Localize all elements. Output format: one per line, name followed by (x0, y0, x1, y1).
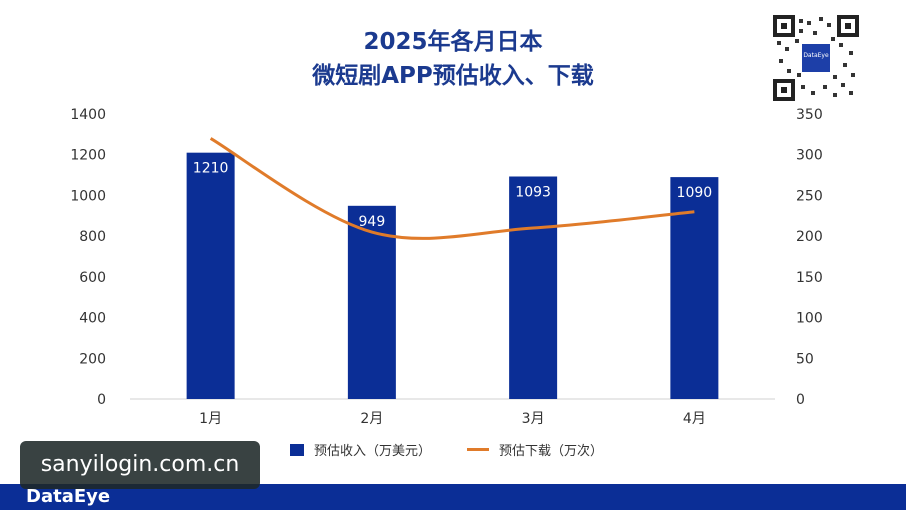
legend-line-swatch (467, 448, 490, 451)
left-axis-tick: 800 (79, 229, 106, 245)
legend-line-label: 预估下载（万次） (499, 444, 604, 459)
revenue-bar-label: 1090 (677, 185, 713, 201)
legend-bar-swatch (290, 443, 304, 456)
x-axis-tick: 3月 (522, 411, 545, 427)
left-axis-tick: 1200 (70, 148, 106, 164)
revenue-bar (509, 176, 558, 399)
combo-chart: 0 200 400 600 800 1000 1200 1400 0 50 100 150 200 25… (70, 107, 823, 427)
left-axis-tick: 0 (97, 392, 106, 408)
right-axis-tick: 100 (796, 311, 823, 327)
revenue-bar (347, 205, 396, 399)
left-axis-tick: 1000 (70, 188, 106, 204)
x-axis-tick: 2月 (360, 411, 383, 427)
right-axis-tick: 50 (796, 351, 814, 367)
watermark-banner: sanyilogin.com.cn (20, 441, 260, 489)
right-axis-tick: 300 (796, 148, 823, 164)
qr-code-icon (773, 15, 859, 101)
downloads-line (209, 137, 695, 240)
left-axis-tick: 600 (79, 270, 106, 286)
right-axis-tick: 0 (796, 392, 805, 408)
x-axis-tick: 1月 (199, 411, 222, 427)
revenue-bar-label: 1210 (193, 161, 229, 177)
revenue-bar (186, 152, 235, 399)
x-axis-tick: 4月 (683, 411, 706, 427)
chart-title-line2: 微短剧APP预估收入、下载 (312, 63, 594, 89)
revenue-bar (670, 177, 719, 399)
footer-brand: DataEye (26, 486, 111, 507)
revenue-bar-label: 949 (359, 214, 386, 230)
right-axis-tick: 250 (796, 188, 823, 204)
revenue-bar-label: 1093 (515, 184, 551, 200)
right-axis-tick: 200 (796, 229, 823, 245)
right-axis-tick: 150 (796, 270, 823, 286)
left-axis-tick: 1400 (70, 107, 106, 123)
legend-bar-label: 预估收入（万美元） (314, 444, 432, 459)
qr-badge-text: DataEye (803, 52, 829, 59)
chart-title-line1: 2025年各月日本 (363, 29, 543, 55)
right-axis-tick: 350 (796, 107, 823, 123)
legend: 预估收入（万美元） 预估下载（万次） (290, 440, 603, 459)
left-axis-tick: 200 (79, 351, 106, 367)
left-axis-tick: 400 (79, 311, 106, 327)
